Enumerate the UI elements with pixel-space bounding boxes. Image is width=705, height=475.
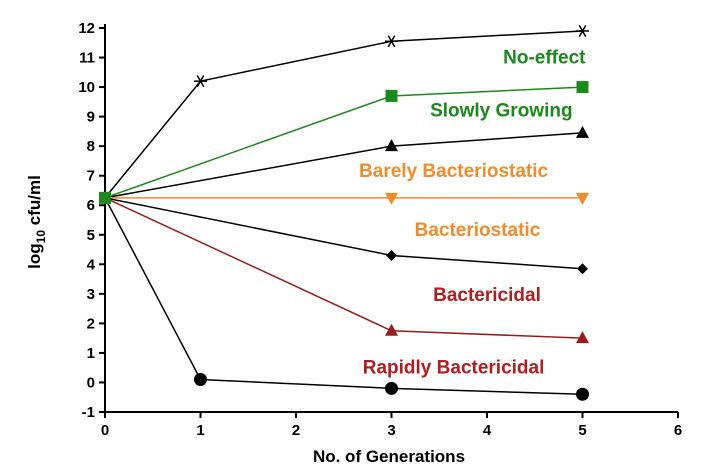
- x-tick-label: 2: [292, 422, 300, 439]
- y-tick-label: 3: [87, 286, 95, 303]
- x-tick-label: 1: [196, 422, 204, 439]
- series-annotation: Slowly Growing: [430, 101, 573, 122]
- y-tick-label: 7: [87, 168, 95, 185]
- y-tick-label: 9: [87, 109, 95, 126]
- x-axis-title: No. of Generations: [313, 447, 465, 466]
- y-tick-label: 12: [78, 20, 95, 37]
- start-point-marker: [99, 191, 111, 204]
- x-tick-label: 0: [101, 422, 109, 439]
- series-line: [104, 30, 583, 199]
- triangle-up-marker: [385, 323, 398, 336]
- series-3: [105, 192, 589, 205]
- circle-marker: [576, 387, 589, 401]
- circle-marker: [194, 373, 207, 387]
- y-tick-label: 0: [87, 374, 95, 391]
- annotation-layer: No-effect Slowly Growing Barely Bacteriost…: [359, 47, 586, 378]
- y-axis-title-unit: cfu/ml: [25, 175, 44, 230]
- series-5: [104, 197, 589, 344]
- y-tick-label: -1: [82, 404, 95, 421]
- y-tick-label: 6: [87, 197, 95, 214]
- triangle-up-marker: [576, 331, 589, 344]
- series-6: [104, 197, 589, 401]
- series-1: [104, 81, 589, 199]
- y-tick-label: 2: [87, 315, 95, 332]
- triangle-up-marker: [576, 125, 589, 138]
- series-annotation: Bactericidal: [433, 285, 541, 306]
- y-tick-label: 8: [87, 138, 95, 155]
- x-tick-label: 4: [483, 422, 492, 439]
- asterisk-marker: [194, 75, 207, 88]
- x-tick-label: 3: [387, 422, 395, 439]
- asterisk-stroke: [387, 35, 396, 48]
- series-annotation: Rapidly Bactericidal: [363, 358, 545, 379]
- series-0: [104, 24, 589, 199]
- square-marker: [576, 81, 589, 94]
- triangle-down-marker: [385, 192, 398, 205]
- series-annotation: Barely Bacteriostatic: [359, 161, 548, 182]
- series-2: [104, 125, 589, 199]
- series-layer: [99, 24, 589, 401]
- x-tick-label: 6: [674, 422, 682, 439]
- asterisk-stroke: [578, 24, 587, 37]
- asterisk-marker: [385, 35, 398, 48]
- series-line: [104, 197, 583, 339]
- y-tick-label: 1: [87, 345, 95, 362]
- y-axis-title: log10 cfu/ml: [25, 175, 48, 269]
- x-tick-label: 5: [578, 422, 586, 439]
- y-axis-title-base: log: [25, 243, 44, 269]
- y-tick-label: 10: [78, 79, 95, 96]
- series-annotation: No-effect: [503, 47, 586, 68]
- asterisk-marker: [576, 24, 589, 37]
- diamond-marker: [577, 263, 588, 275]
- y-axis-title-subscript: 10: [34, 230, 48, 244]
- series-annotation: Bacteriostatic: [415, 220, 541, 241]
- y-tick-label: 4: [87, 256, 96, 273]
- diamond-marker: [386, 249, 397, 261]
- y-tick-label: 5: [87, 227, 95, 244]
- y-tick-label: 11: [79, 50, 95, 67]
- series-line: [104, 197, 583, 396]
- asterisk-stroke: [196, 75, 205, 88]
- square-marker: [385, 89, 398, 102]
- circle-marker: [385, 381, 398, 395]
- series-4: [104, 197, 588, 275]
- triangle-down-marker: [576, 192, 589, 205]
- triangle-up-marker: [385, 139, 398, 152]
